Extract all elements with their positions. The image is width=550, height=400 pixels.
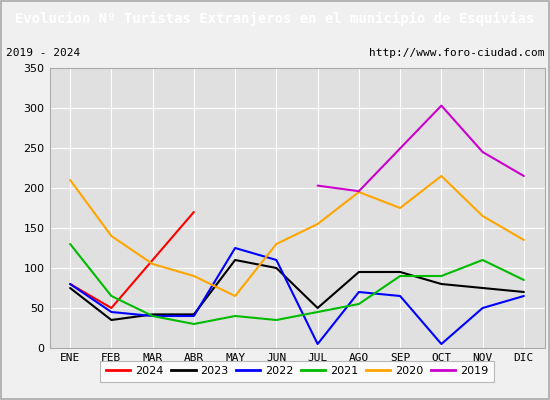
Text: 2019 - 2024: 2019 - 2024 [6, 48, 80, 58]
Text: Evolucion Nº Turistas Extranjeros en el municipio de Esquivias: Evolucion Nº Turistas Extranjeros en el … [15, 12, 535, 26]
Text: http://www.foro-ciudad.com: http://www.foro-ciudad.com [369, 48, 544, 58]
Legend: 2024, 2023, 2022, 2021, 2020, 2019: 2024, 2023, 2022, 2021, 2020, 2019 [101, 360, 493, 382]
